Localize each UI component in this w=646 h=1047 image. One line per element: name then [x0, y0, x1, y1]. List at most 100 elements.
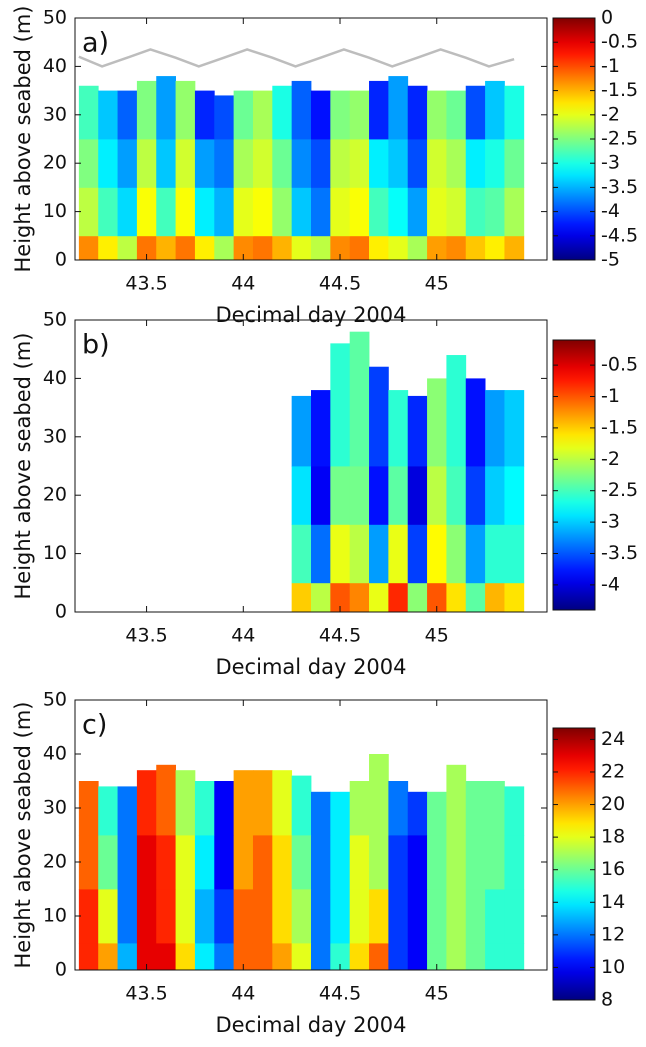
colorbar — [552, 17, 596, 261]
heat-cell — [446, 355, 467, 467]
x-tick-label: 43.5 — [125, 273, 167, 295]
x-axis-title: Decimal day 2004 — [215, 1013, 406, 1037]
heat-cell — [78, 781, 99, 836]
heat-cell — [465, 943, 486, 970]
x-tick-label: 44.5 — [319, 273, 361, 295]
colorbar-tick-label: -2 — [601, 103, 620, 125]
y-tick-label: 0 — [55, 959, 67, 981]
heat-cell — [485, 582, 505, 612]
heat-cell — [194, 90, 215, 140]
heat-cell — [407, 582, 428, 612]
heat-cell — [465, 889, 486, 944]
y-tick-label: 10 — [43, 905, 67, 927]
heat-cell — [485, 187, 505, 237]
heat-cell — [136, 835, 157, 890]
colorbar — [552, 339, 596, 611]
colorbar-tick-label: -3.5 — [601, 176, 638, 198]
heat-cell — [427, 582, 447, 612]
heat-cell — [407, 791, 428, 836]
heat-cell — [291, 235, 312, 260]
heat-cell — [78, 889, 99, 944]
plot-frame — [74, 319, 548, 613]
heat-cell — [175, 835, 196, 890]
x-tick-label: 45 — [425, 273, 449, 295]
x-tick-label: 44.5 — [319, 983, 361, 1005]
y-tick-label: 20 — [43, 851, 67, 873]
heat-cell — [98, 187, 118, 237]
heat-cell — [272, 139, 293, 188]
heat-cell — [388, 582, 409, 612]
heat-cell — [349, 524, 370, 584]
heat-cell — [214, 889, 235, 944]
heat-cell — [446, 764, 467, 836]
heat-cell — [407, 524, 428, 584]
heat-cell — [485, 235, 505, 260]
x-tick-label: 45 — [425, 983, 449, 1005]
heat-cell — [156, 76, 176, 140]
colorbar-tick-label: -4 — [601, 573, 620, 595]
heat-cell — [175, 187, 196, 237]
heat-cell — [98, 943, 118, 970]
heat-cell — [136, 139, 157, 188]
heat-cell — [427, 466, 447, 525]
colorbar — [552, 727, 596, 1001]
heat-cell — [465, 835, 486, 890]
heat-cell — [465, 582, 486, 612]
heat-cell — [291, 187, 312, 237]
heat-cell — [388, 889, 409, 944]
x-tick-label: 43.5 — [125, 983, 167, 1005]
heat-cell — [349, 331, 370, 467]
y-tick-label: 50 — [43, 7, 67, 29]
colorbar-tick-label: -2 — [601, 448, 620, 470]
heat-cell — [349, 90, 370, 140]
heat-cell — [117, 139, 138, 188]
heat-cell — [311, 139, 331, 188]
heat-cell — [252, 835, 273, 890]
x-tick-label: 43.5 — [125, 625, 167, 647]
heat-cell — [117, 235, 138, 260]
heat-cell — [272, 770, 293, 836]
heat-cell — [252, 943, 273, 970]
x-tick-label: 45 — [425, 625, 449, 647]
heat-cell — [78, 835, 99, 890]
colorbar-tick-label: -1.5 — [601, 79, 638, 101]
heat-cell — [78, 943, 99, 970]
heat-cell — [117, 187, 138, 237]
heat-cell — [369, 187, 389, 237]
heat-cell — [485, 466, 505, 525]
heat-cell — [252, 139, 273, 188]
colorbar-tick-label: 22 — [601, 760, 625, 782]
heat-cell — [330, 524, 351, 584]
heat-cell — [291, 139, 312, 188]
heat-cell — [349, 139, 370, 188]
heat-cell — [485, 835, 505, 890]
y-tick-label: 0 — [55, 601, 67, 623]
heat-cell — [311, 889, 331, 944]
heat-cell — [291, 524, 312, 584]
heat-cell — [446, 235, 467, 260]
heat-cell — [272, 85, 293, 140]
heat-cell — [504, 889, 525, 944]
heat-cell — [136, 80, 157, 140]
heat-cell — [175, 889, 196, 944]
y-tick-label: 30 — [43, 425, 67, 447]
heat-cell — [369, 80, 389, 140]
heat-cell — [465, 235, 486, 260]
heat-cell — [175, 235, 196, 260]
heat-cell — [252, 889, 273, 944]
y-tick-label: 40 — [43, 743, 67, 765]
heatmap — [78, 48, 525, 260]
heat-cell — [330, 889, 351, 944]
heat-cell — [98, 786, 118, 836]
heat-cell — [156, 235, 176, 260]
heat-cell — [446, 582, 467, 612]
heat-cell — [252, 90, 273, 140]
heat-cell — [98, 90, 118, 140]
heat-cell — [194, 889, 215, 944]
heat-cell — [504, 85, 525, 140]
heat-cell — [117, 786, 138, 836]
heat-cell — [194, 943, 215, 970]
heat-cell — [407, 835, 428, 890]
heat-cell — [349, 835, 370, 890]
x-tick-label: 44.5 — [319, 625, 361, 647]
